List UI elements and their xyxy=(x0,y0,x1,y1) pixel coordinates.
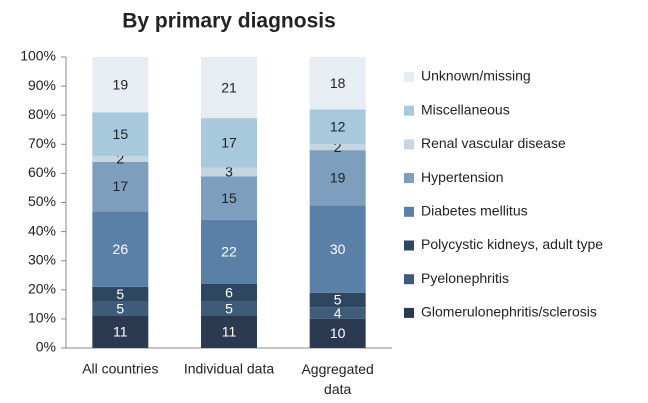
data-label: 11 xyxy=(113,324,128,340)
legend-label: Hypertension xyxy=(421,169,504,185)
bar-segment xyxy=(92,301,149,316)
data-label: 5 xyxy=(116,286,124,302)
bar-segment xyxy=(309,205,366,293)
y-tick-label: 20% xyxy=(28,281,56,297)
data-label: 4 xyxy=(334,305,342,321)
legend-swatch xyxy=(404,240,414,251)
y-tick-label: 50% xyxy=(28,193,56,209)
bar-segment xyxy=(92,155,149,162)
bar-segment xyxy=(309,307,366,319)
y-tick-label: 80% xyxy=(28,106,56,122)
legend-swatch xyxy=(404,72,414,82)
bar-segment xyxy=(201,167,257,177)
data-label: 2 xyxy=(116,151,124,167)
bar-segment xyxy=(201,301,257,316)
data-label: 10 xyxy=(330,325,346,341)
data-label: 15 xyxy=(221,190,237,206)
legend-swatch xyxy=(404,173,414,184)
y-tick-label: 70% xyxy=(28,135,56,151)
data-label: 18 xyxy=(330,75,346,91)
bar-segment xyxy=(309,144,366,151)
legend-label: Diabetes mellitus xyxy=(421,203,528,219)
bar-segment xyxy=(201,176,257,220)
bar-segment xyxy=(201,219,257,284)
data-label: 19 xyxy=(113,76,129,92)
legend-swatch xyxy=(404,307,414,318)
bar-segment xyxy=(92,161,149,212)
legend-label: Unknown/missing xyxy=(421,68,531,84)
bar-segment xyxy=(92,211,149,287)
legend-label: Renal vascular disease xyxy=(421,135,566,151)
data-label: 15 xyxy=(113,126,129,142)
data-label: 22 xyxy=(221,244,237,260)
data-label: 11 xyxy=(222,324,237,340)
data-label: 2 xyxy=(334,139,342,155)
chart-title: By primary diagnosis xyxy=(122,10,336,33)
bar-segment xyxy=(309,57,366,110)
y-tick-label: 10% xyxy=(28,310,56,326)
data-label: 5 xyxy=(116,300,124,316)
bar-segment xyxy=(92,315,149,348)
y-tick-label: 100% xyxy=(20,48,56,64)
legend-swatch xyxy=(404,274,414,285)
legend-swatch xyxy=(404,206,414,217)
x-tick-label: Individual data xyxy=(184,361,275,377)
bar-segment xyxy=(92,57,149,113)
bar-segment xyxy=(309,109,366,145)
bar-segment xyxy=(309,318,366,348)
legend-label: Miscellaneous xyxy=(421,101,510,117)
x-tick-label: All countries xyxy=(82,361,158,377)
y-tick-label: 60% xyxy=(28,164,56,180)
data-label: 5 xyxy=(225,300,233,316)
legend-swatch xyxy=(404,139,414,150)
data-label: 6 xyxy=(225,284,233,300)
y-tick-label: 40% xyxy=(28,222,56,238)
data-label: 26 xyxy=(113,241,129,257)
bar-segment xyxy=(309,150,366,206)
bar-segment xyxy=(92,286,149,302)
bar-segment xyxy=(201,315,257,348)
x-tick-label: Aggregated data xyxy=(301,361,373,397)
data-label: 17 xyxy=(221,135,237,151)
legend-label: Polycystic kidneys, adult type xyxy=(421,236,603,252)
data-label: 12 xyxy=(330,119,346,135)
bar-segment xyxy=(201,57,257,119)
data-label: 17 xyxy=(113,178,129,194)
legend-label: Glomerulonephritis/sclerosis xyxy=(421,304,597,320)
legend-label: Pyelonephritis xyxy=(421,270,509,286)
bar-segment xyxy=(201,118,257,168)
data-label: 3 xyxy=(225,164,233,180)
data-label: 19 xyxy=(330,169,346,185)
bar-segment xyxy=(309,292,366,308)
y-tick-label: 30% xyxy=(28,251,56,267)
bar-segment xyxy=(92,112,149,156)
legend-swatch xyxy=(404,105,414,116)
data-label: 21 xyxy=(221,79,237,95)
y-tick-label: 90% xyxy=(28,77,56,93)
data-label: 30 xyxy=(330,241,346,257)
y-tick-label: 0% xyxy=(36,339,56,355)
data-label: 5 xyxy=(334,292,342,308)
bar-segment xyxy=(201,283,257,302)
